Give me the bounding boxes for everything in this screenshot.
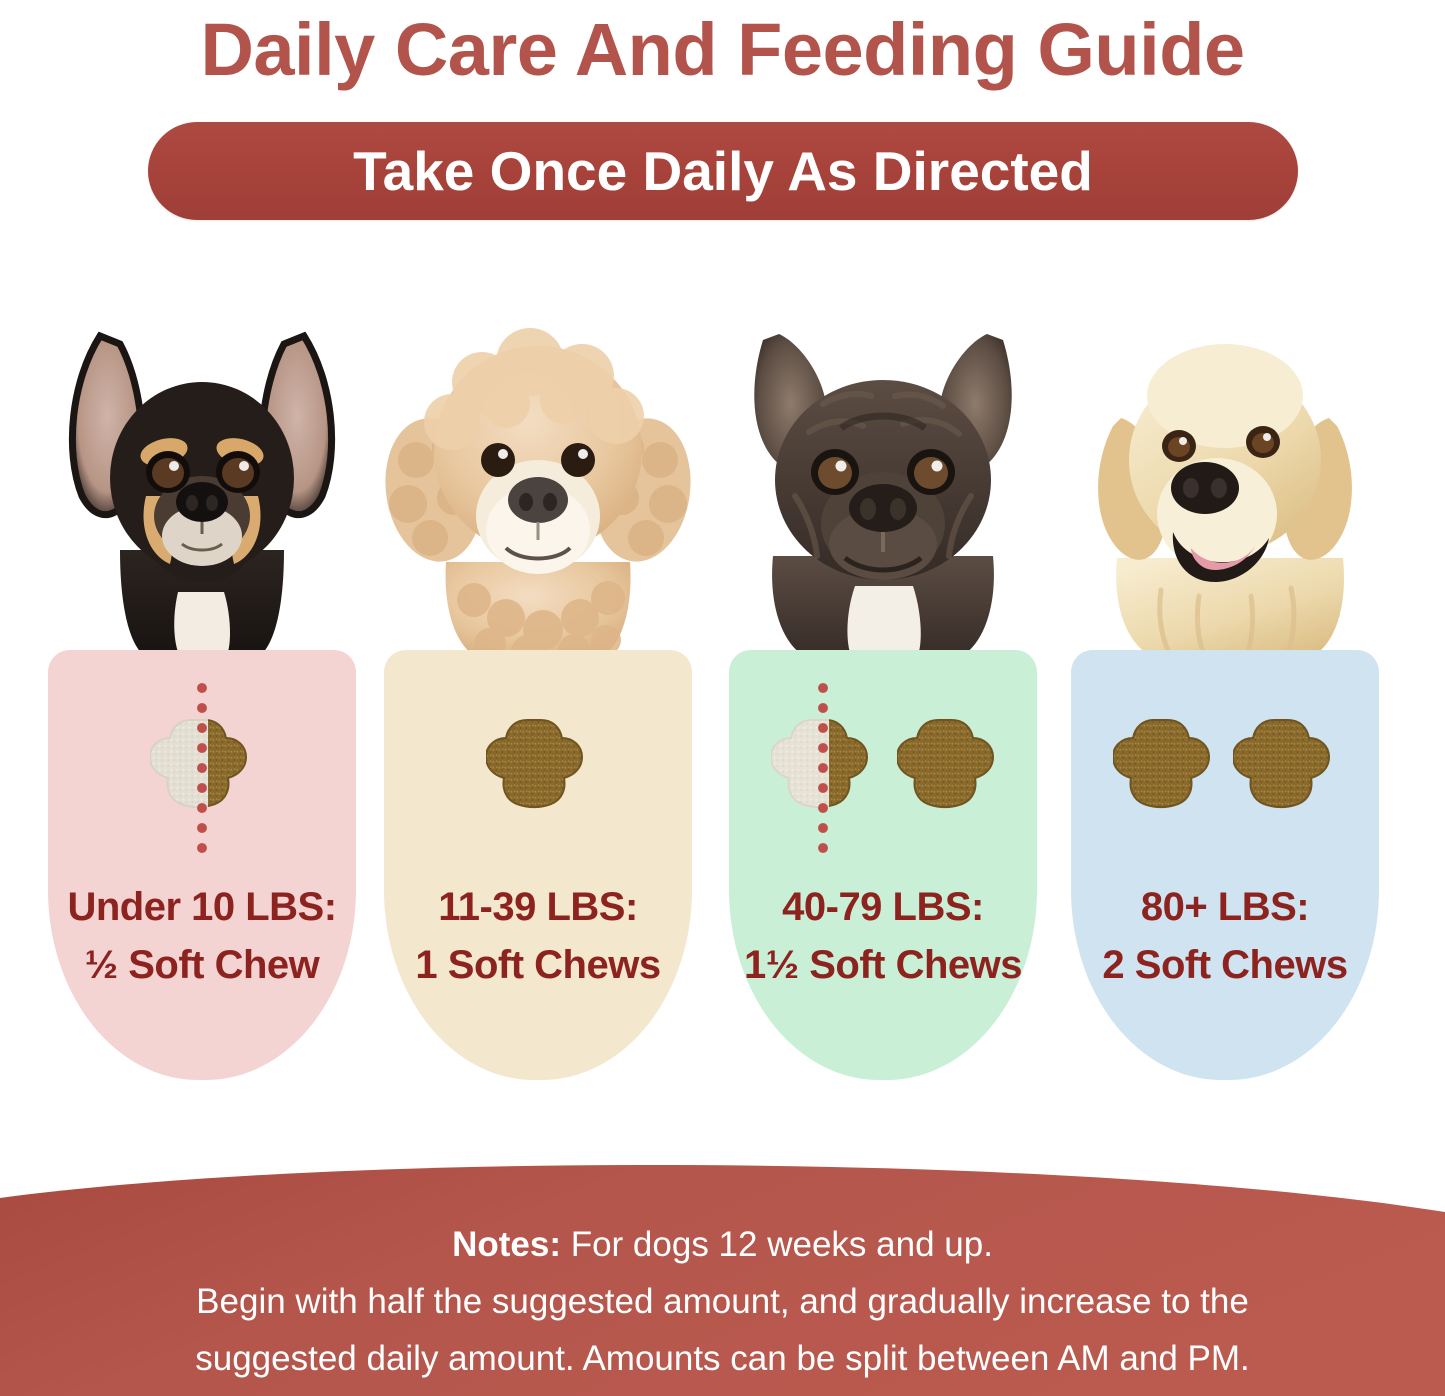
full-soft-chew <box>486 712 590 816</box>
dosage-panel: Under 10 LBS: ½ Soft Chew <box>48 650 356 1080</box>
weight-range-text: 11-39 LBS: <box>438 885 638 929</box>
dosage-card-11-39-lbs: 11-39 LBS: 1 Soft Chews <box>378 300 698 1090</box>
notes-band: Notes: For dogs 12 weeks and up. Begin w… <box>0 1164 1445 1396</box>
dose-amount-text: 1½ Soft Chews <box>743 943 1023 987</box>
golden-retriever-photo <box>1065 300 1385 660</box>
dosage-card-row: Under 10 LBS: ½ Soft Chew <box>42 300 1385 1090</box>
dosage-card-80-plus-lbs: 80+ LBS: 2 Soft Chews <box>1065 300 1385 1090</box>
page-title: Daily Care And Feeding Guide <box>200 8 1245 91</box>
subtitle-banner: Take Once Daily As Directed <box>148 122 1298 220</box>
dosage-label: 80+ LBS: 2 Soft Chews <box>1071 878 1379 994</box>
dosage-label: 11-39 LBS: 1 Soft Chews <box>384 878 692 994</box>
dosage-panel: 11-39 LBS: 1 Soft Chews <box>384 650 692 1080</box>
notes-line-3: suggested daily amount. Amounts can be s… <box>195 1339 1250 1378</box>
dose-amount-text: 1 Soft Chews <box>415 943 661 987</box>
weight-range-text: 40-79 LBS: <box>782 885 984 929</box>
half-soft-chew <box>144 682 260 858</box>
poodle-photo <box>378 300 698 660</box>
header: Daily Care And Feeding Guide Take Once D… <box>0 0 1445 230</box>
chew-illustration-group <box>384 674 692 854</box>
weight-range-text: Under 10 LBS: <box>67 885 337 929</box>
dose-amount-text: ½ Soft Chew <box>84 943 320 987</box>
chew-illustration-group <box>729 674 1037 858</box>
chew-illustration-group <box>48 674 356 858</box>
notes-line-1-text: For dogs 12 weeks and up. <box>560 1225 993 1264</box>
dosage-card-40-79-lbs: 40-79 LBS: 1½ Soft Chews <box>723 300 1043 1090</box>
chihuahua-photo <box>42 300 362 660</box>
subtitle-text: Take Once Daily As Directed <box>353 140 1093 202</box>
notes-label: Notes: <box>452 1225 561 1264</box>
half-soft-chew <box>765 682 881 858</box>
dosage-label: Under 10 LBS: ½ Soft Chew <box>48 878 356 994</box>
cut-line-dotted <box>196 682 208 858</box>
dose-amount-text: 2 Soft Chews <box>1102 943 1348 987</box>
cut-line-dotted <box>817 682 829 858</box>
weight-range-text: 80+ LBS: <box>1140 885 1310 929</box>
french-bulldog-photo <box>723 300 1043 660</box>
notes-line-1: Notes: For dogs 12 weeks and up. <box>60 1216 1385 1273</box>
full-soft-chew <box>897 712 1001 816</box>
notes-line-2: Begin with half the suggested amount, an… <box>196 1282 1249 1321</box>
full-soft-chew <box>1233 712 1337 816</box>
dosage-card-under-10-lbs: Under 10 LBS: ½ Soft Chew <box>42 300 362 1090</box>
dosage-label: 40-79 LBS: 1½ Soft Chews <box>729 878 1037 994</box>
full-soft-chew <box>1113 712 1217 816</box>
chew-illustration-group <box>1071 674 1379 854</box>
dosage-panel: 80+ LBS: 2 Soft Chews <box>1071 650 1379 1080</box>
dosage-panel: 40-79 LBS: 1½ Soft Chews <box>729 650 1037 1080</box>
notes-text: Notes: For dogs 12 weeks and up. Begin w… <box>60 1216 1385 1387</box>
